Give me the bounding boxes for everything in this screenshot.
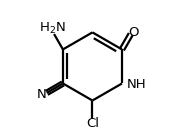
Text: NH: NH [127,78,146,91]
Text: N: N [37,88,47,101]
Text: H$_2$N: H$_2$N [39,21,66,36]
Text: O: O [129,26,139,39]
Text: Cl: Cl [86,117,99,130]
